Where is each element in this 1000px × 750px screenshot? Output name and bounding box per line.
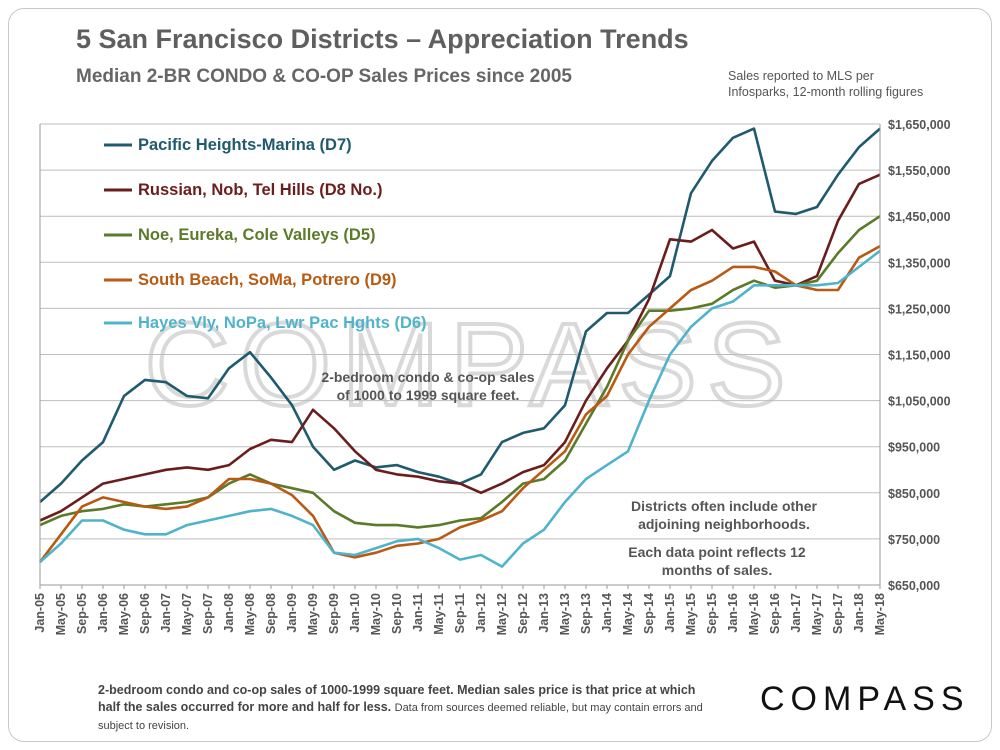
x-tick-label: Sep-17 xyxy=(831,593,845,634)
annotation-text: months of sales. xyxy=(662,562,772,578)
annotation-text: of 1000 to 1999 square feet. xyxy=(337,387,520,403)
footer-note: 2-bedroom condo and co-op sales of 1000-… xyxy=(98,682,708,735)
x-tick-label: Sep-16 xyxy=(768,593,782,634)
x-tick-label: Sep-15 xyxy=(705,593,719,634)
annotation-text: adjoining neighborhoods. xyxy=(638,516,810,532)
x-tick-label: May-14 xyxy=(621,593,635,635)
series-line-d8 xyxy=(39,173,881,522)
x-tick-label: Jan-06 xyxy=(96,593,110,633)
y-tick-label: $650,000 xyxy=(888,579,940,593)
y-tick-label: $1,150,000 xyxy=(888,349,951,363)
legend-label-d5: Noe, Eureka, Cole Valleys (D5) xyxy=(138,226,376,244)
x-tick-label: May-09 xyxy=(306,593,320,635)
y-tick-label: $950,000 xyxy=(888,441,940,455)
x-tick-label: Sep-09 xyxy=(327,593,341,634)
chart-title: 5 San Francisco Districts – Appreciation… xyxy=(76,24,689,54)
x-tick-label: Sep-07 xyxy=(201,593,215,634)
y-tick-label: $1,050,000 xyxy=(888,395,951,409)
x-tick-label: Jan-13 xyxy=(537,593,551,633)
chart-subtitle: Median 2-BR CONDO & CO-OP Sales Prices s… xyxy=(76,66,572,87)
x-tick-label: Sep-06 xyxy=(138,593,152,634)
y-tick-label: $1,350,000 xyxy=(888,256,951,270)
y-tick-label: $1,550,000 xyxy=(888,164,951,178)
series-line-d6 xyxy=(39,249,881,568)
x-tick-label: Jan-17 xyxy=(789,593,803,633)
x-tick-label: Jan-15 xyxy=(663,593,677,633)
x-tick-label: May-11 xyxy=(432,593,446,635)
x-tick-label: Jan-14 xyxy=(600,593,614,633)
legend-label-d7: Pacific Heights-Marina (D7) xyxy=(138,136,352,154)
x-tick-label: May-05 xyxy=(54,593,68,635)
x-tick-label: May-18 xyxy=(873,593,887,635)
x-tick-label: Jan-09 xyxy=(285,593,299,633)
x-tick-label: Sep-08 xyxy=(264,593,278,634)
legend-label-d9: South Beach, SoMa, Potrero (D9) xyxy=(138,271,397,289)
x-tick-label: May-15 xyxy=(684,593,698,635)
footer-small: Data from sources deemed reliable, but m… xyxy=(98,702,703,732)
x-tick-label: Jan-07 xyxy=(159,593,173,633)
annotation-text: Each data point reflects 12 xyxy=(628,544,806,560)
y-tick-label: $1,250,000 xyxy=(888,302,951,316)
legend-label-d8: Russian, Nob, Tel Hills (D8 No.) xyxy=(138,181,382,199)
series-line-d5 xyxy=(39,215,881,529)
x-tick-label: May-16 xyxy=(747,593,761,635)
x-tick-label: Sep-12 xyxy=(516,593,530,634)
x-tick-label: Jan-16 xyxy=(726,593,740,633)
y-tick-label: $1,450,000 xyxy=(888,210,951,224)
annotation-text: Districts often include other xyxy=(631,498,817,514)
x-tick-label: Jan-18 xyxy=(852,593,866,633)
compass-logo: COMPASS xyxy=(760,680,970,718)
watermark-text: COMPASS xyxy=(144,299,795,431)
x-tick-label: May-10 xyxy=(369,593,383,635)
y-tick-label: $1,650,000 xyxy=(888,118,951,132)
x-tick-label: May-06 xyxy=(117,593,131,635)
x-tick-label: Sep-11 xyxy=(453,593,467,633)
x-tick-label: Sep-10 xyxy=(390,593,404,634)
x-tick-label: Sep-13 xyxy=(579,593,593,634)
source-note: Sales reported to MLS per Infosparks, 12… xyxy=(728,69,924,99)
y-tick-label: $850,000 xyxy=(888,487,940,501)
legend-label-d6: Hayes Vly, NoPa, Lwr Pac Hghts (D6) xyxy=(138,314,427,332)
x-tick-label: May-12 xyxy=(495,593,509,635)
x-tick-label: Jan-10 xyxy=(348,593,362,633)
x-tick-label: Jan-11 xyxy=(411,593,425,632)
x-tick-label: May-07 xyxy=(180,593,194,635)
footer-main: 2-bedroom condo and co-op sales of 1000-… xyxy=(98,683,696,714)
x-tick-label: May-17 xyxy=(810,593,824,635)
x-tick-label: Jan-12 xyxy=(474,593,488,633)
chart-frame xyxy=(8,8,992,742)
series-line-d9 xyxy=(38,245,881,563)
x-tick-label: May-13 xyxy=(558,593,572,635)
y-tick-label: $750,000 xyxy=(888,533,940,547)
annotation-text: 2-bedroom condo & co-op sales xyxy=(321,369,534,385)
x-tick-label: Sep-05 xyxy=(75,593,89,634)
x-tick-label: May-08 xyxy=(243,593,257,635)
x-tick-label: Sep-14 xyxy=(642,593,656,634)
x-tick-label: Jan-05 xyxy=(33,593,47,633)
x-tick-label: Jan-08 xyxy=(222,593,236,633)
